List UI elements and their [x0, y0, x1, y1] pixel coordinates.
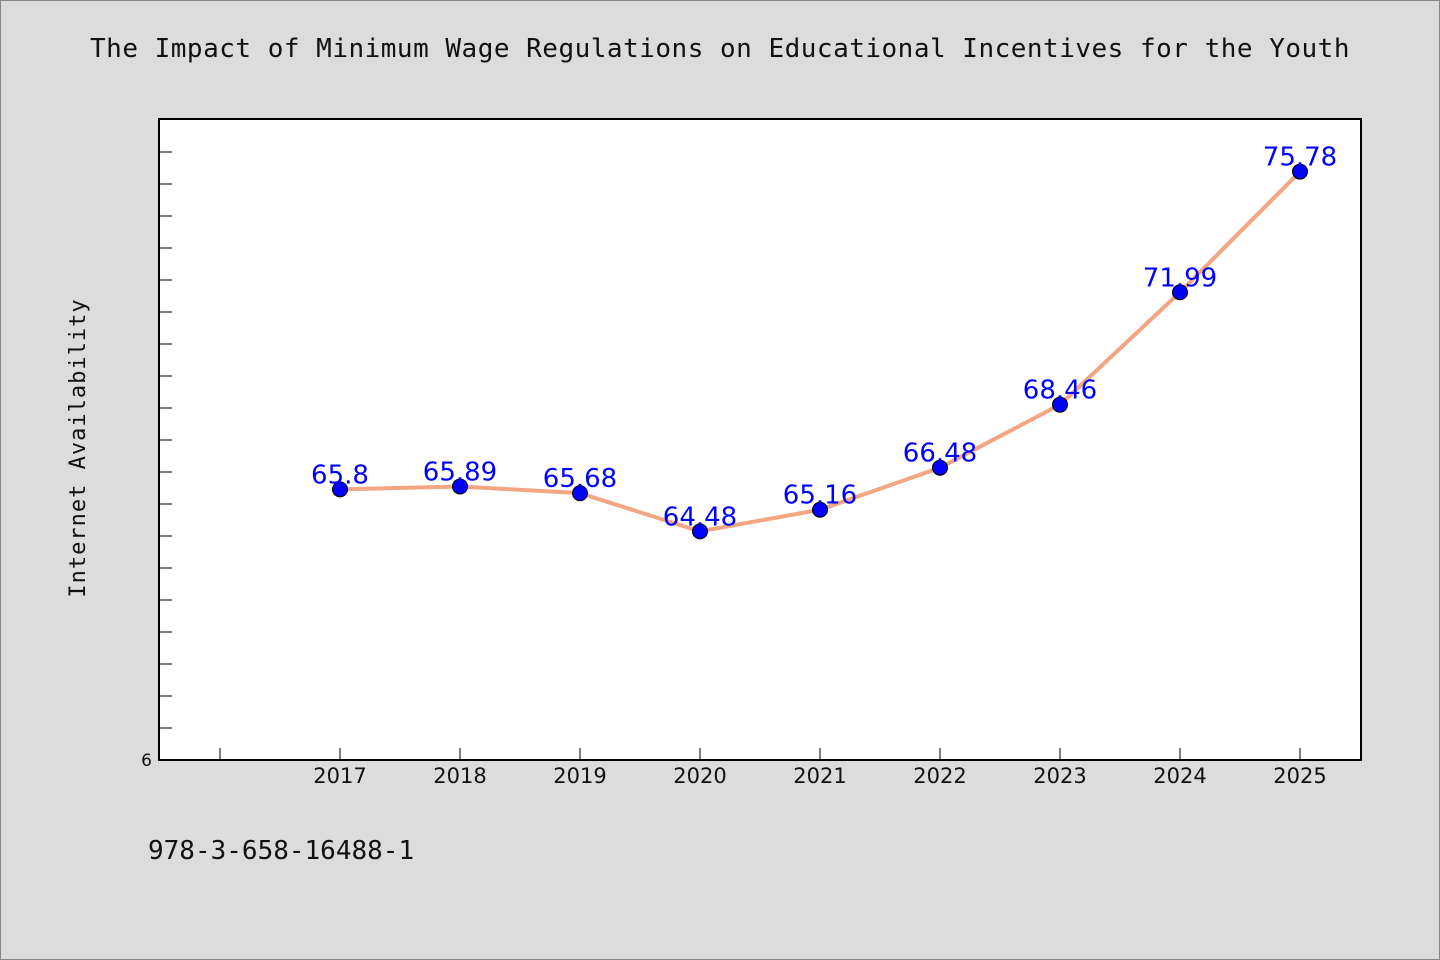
- data-label: 65.89: [423, 457, 497, 487]
- data-label: 71.99: [1143, 263, 1217, 293]
- data-point: [572, 485, 588, 502]
- x-tick-label: 2019: [553, 764, 606, 788]
- y-axis-ticks: [160, 151, 172, 761]
- data-point: [332, 481, 348, 498]
- data-point: [452, 478, 468, 495]
- data-point: [1172, 284, 1188, 301]
- y-axis-label: Internet Availability: [66, 298, 91, 597]
- data-label: 75.78: [1263, 143, 1337, 173]
- footer-code: 978-3-658-16488-1: [148, 836, 415, 866]
- data-point: [932, 459, 948, 476]
- data-label: 66.48: [903, 439, 977, 469]
- x-tick-label: 2024: [1153, 764, 1206, 788]
- data-point: [812, 501, 828, 518]
- data-label: 65.68: [543, 464, 617, 494]
- x-tick-label: 2021: [793, 764, 846, 788]
- x-tick-label: 2025: [1273, 764, 1326, 788]
- data-label: 65.8: [311, 460, 369, 490]
- x-tick-label: 2020: [673, 764, 726, 788]
- data-point: [1292, 163, 1308, 180]
- x-tick-label: 2023: [1033, 764, 1086, 788]
- x-tick-label: 2017: [313, 764, 366, 788]
- data-label: 68.46: [1023, 376, 1097, 406]
- data-point: [1052, 396, 1068, 413]
- plot-area: [158, 118, 1362, 761]
- series-layer: 65.8 65.89 65.68 64.48 65.16 66.48 68.46 71.99 7…: [311, 143, 1337, 540]
- x-axis-ticks: 2017 2018 2019 2020 2021 2022 2023 2024 2025: [219, 748, 1327, 788]
- data-point: [692, 523, 708, 540]
- chart-title: The Impact of Minimum Wage Regulations o…: [90, 34, 1350, 64]
- x-tick-label: 2022: [913, 764, 966, 788]
- data-label: 64.48: [663, 502, 737, 532]
- y-tick-label: 6: [141, 751, 152, 771]
- x-tick-label: 2018: [433, 764, 486, 788]
- data-label: 65.16: [783, 481, 857, 511]
